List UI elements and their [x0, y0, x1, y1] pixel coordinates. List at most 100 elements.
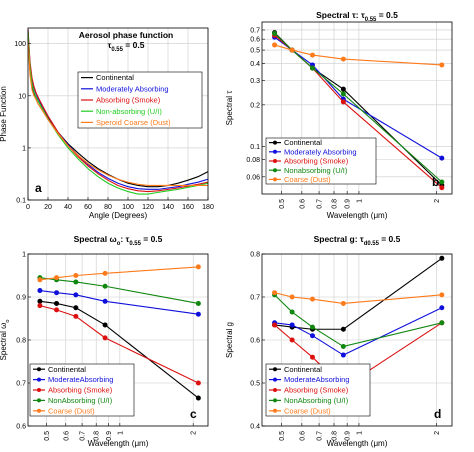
data-point: [439, 292, 445, 298]
legend-marker: [37, 408, 41, 413]
y-tick-label: 0.1: [16, 198, 26, 205]
panel-c: 0.5 0.6 0.7 0.8 0.9 1 2 0.6 0.7 0.8 0.9 1 Wavelength…: [0, 234, 209, 448]
data-point: [439, 255, 445, 261]
panel-letter: d: [434, 407, 441, 421]
legend-entry: Coarse (Dust): [284, 175, 331, 184]
data-point: [195, 380, 201, 386]
legend-entry: Coarse (Dust): [284, 406, 331, 415]
y-tick-label: 10: [18, 93, 26, 100]
series-line: [27, 31, 209, 195]
panel-letter: c: [190, 407, 197, 421]
legend-entry: ModerateAbsorbing: [48, 375, 113, 384]
y-tick-label: 0.9: [16, 295, 26, 302]
legend-entry: Continental: [284, 138, 322, 147]
legend-marker: [273, 388, 277, 392]
legend-marker: [273, 140, 277, 145]
legend-entry: Continental: [48, 365, 86, 374]
series-line: [27, 29, 209, 193]
data-point: [272, 290, 278, 296]
legend-entry: Coarse (Dust): [48, 406, 95, 415]
data-point: [272, 42, 278, 48]
legend-box: [265, 363, 371, 417]
y-tick-label: 0.8: [16, 338, 26, 345]
data-point: [102, 298, 108, 304]
data-point: [340, 56, 346, 62]
y-tick-label: 0.6: [250, 37, 260, 44]
x-tick-label: 180: [202, 204, 214, 211]
data-point: [340, 343, 346, 349]
legend-marker: [273, 408, 277, 413]
y-tick-label: 0.06: [246, 174, 260, 181]
legend-entry: Absorbing (Smoke): [284, 386, 349, 395]
data-point: [37, 298, 43, 304]
legend-entry: Non-absorbing (U/I): [96, 107, 162, 116]
series-line: [27, 39, 208, 187]
data-point: [439, 185, 445, 191]
x-tick-label: 100: [122, 204, 134, 211]
x-tick-label: 0.9: [106, 431, 113, 441]
data-point: [73, 313, 79, 319]
legend-marker: [273, 159, 277, 163]
x-tick-label: 0.9: [345, 431, 352, 441]
y-tick-label: 0.1: [250, 144, 260, 151]
legend-marker: [273, 168, 277, 173]
legend-marker: [37, 377, 41, 382]
y-tick-label: 0.6: [250, 338, 260, 345]
x-tick-label: 160: [182, 204, 194, 211]
data-point: [340, 352, 346, 358]
data-point: [54, 307, 60, 313]
data-point: [310, 65, 316, 71]
data-point: [310, 296, 316, 302]
chart-title: Aerosol phase function: [79, 30, 173, 40]
y-tick-label: 0.7: [250, 27, 260, 34]
x-tick-label: 2: [191, 431, 198, 435]
legend-box: [29, 363, 135, 417]
data-point: [73, 273, 79, 278]
legend-marker: [273, 398, 277, 403]
legend-entry: Moderately Absorbing: [284, 147, 357, 156]
x-tick-label: 0.9: [345, 199, 352, 209]
x-tick-label: 0.8: [331, 199, 338, 209]
y-axis-label: Spectral τ: [225, 90, 234, 126]
x-axis-label: Angle (Degrees): [89, 211, 148, 220]
data-point: [195, 300, 201, 306]
x-tick-label: 0.5: [44, 431, 51, 441]
data-point: [340, 86, 346, 92]
panel-b: 0.5 0.6 0.7 0.8 0.9 1 2 0.06 0.08 0.1 0.2 0.3 0.4 0.5…: [225, 10, 453, 220]
legend-entry: Absorbing (Smoke): [48, 386, 113, 395]
data-point: [37, 303, 43, 309]
legend-marker: [273, 367, 277, 372]
data-point: [289, 294, 295, 300]
data-point: [310, 52, 316, 58]
legend-entry: Moderately Absorbing: [96, 84, 169, 93]
data-point: [102, 322, 108, 328]
legend-marker: [273, 177, 277, 182]
legend-entry: Nonabsorbing (U/I): [284, 166, 348, 175]
x-axis-label: Wavelength (μm): [88, 439, 149, 448]
legend-marker: [37, 388, 41, 392]
x-axis-label: Wavelength (μm): [327, 211, 388, 220]
y-tick-label: 0.4: [250, 61, 260, 68]
legend-entry: Speroid Coarse (Dust): [96, 118, 171, 127]
y-axis-label: Phase Function: [0, 86, 8, 142]
data-point: [102, 270, 108, 276]
x-tick-label: 0.7: [317, 431, 324, 441]
y-tick-label: 0.5: [250, 48, 260, 55]
legend-marker: [37, 398, 41, 403]
data-point: [54, 275, 60, 281]
legend: Continental Moderately Absorbing Absorbing…: [77, 71, 203, 129]
data-point: [439, 62, 445, 68]
legend-entry: Continental: [284, 365, 322, 374]
data-point: [73, 305, 79, 311]
data-point: [289, 337, 295, 343]
data-point: [289, 309, 295, 315]
legend-marker: [37, 367, 41, 372]
data-point: [37, 277, 43, 283]
data-point: [102, 283, 108, 289]
x-axis-label: Wavelength (μm): [327, 439, 388, 448]
x-tick-label: 2: [434, 199, 441, 203]
chart-title: Spectral g: τd0.55 = 0.5: [314, 234, 401, 247]
